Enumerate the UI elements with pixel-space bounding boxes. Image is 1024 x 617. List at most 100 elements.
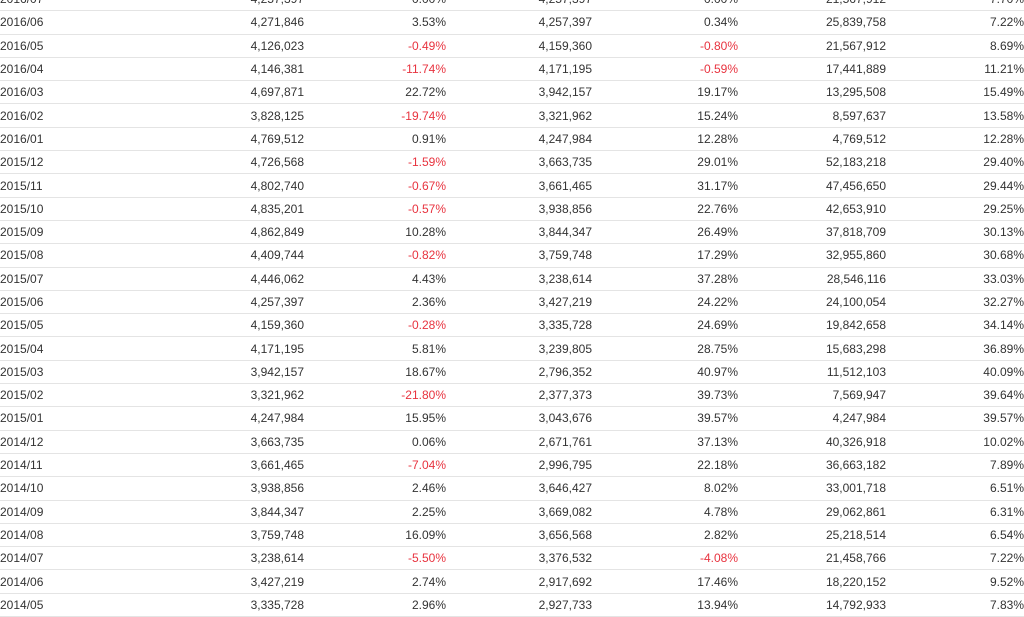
value-cell: 4,146,381 [176, 57, 304, 82]
table-row: 2015/07 4,446,062 4.43% 3,238,614 37.28% 28,5… [0, 267, 1024, 291]
table-row: 2014/08 3,759,748 16.09% 3,656,568 2.82% 25,2… [0, 523, 1024, 548]
compare-change-cell: 37.28% [592, 267, 738, 291]
month-cell: 2016/06 [0, 10, 176, 35]
table-row: 2016/03 4,697,871 22.72% 3,942,157 19.17% 13,… [0, 80, 1024, 105]
cumulative-cell: 8,597,637 [738, 103, 886, 128]
table-row: 2015/12 4,726,568 -1.59% 3,663,735 29.01% 52,… [0, 150, 1024, 175]
table-row: 2015/04 4,171,195 5.81% 3,239,805 28.75% 15,6… [0, 336, 1024, 361]
compare-change-cell: 15.24% [592, 103, 738, 128]
table-row: 2015/03 3,942,157 18.67% 2,796,352 40.97% 11,… [0, 360, 1024, 385]
compare-value-cell: 3,759,748 [446, 243, 592, 268]
compare-value-cell: 3,942,157 [446, 80, 592, 105]
month-cell: 2015/03 [0, 360, 176, 385]
compare-change-cell: 4.78% [592, 500, 738, 524]
month-cell: 2015/04 [0, 336, 176, 361]
cumulative-cell: 13,295,508 [738, 80, 886, 105]
table-row: 2014/07 3,238,614 -5.50% 3,376,532 -4.08% 21,… [0, 546, 1024, 571]
cumulative-cell: 15,683,298 [738, 336, 886, 361]
table-row: 2016/06 4,271,846 3.53% 4,257,397 0.34% 25,83… [0, 10, 1024, 35]
cumulative-cell: 4,769,512 [738, 127, 886, 152]
compare-value-cell: 3,656,568 [446, 523, 592, 548]
compare-value-cell: 3,938,856 [446, 197, 592, 221]
month-cell: 2015/11 [0, 173, 176, 198]
change-cell: 0.06% [304, 430, 446, 454]
cumulative-cell: 4,247,984 [738, 406, 886, 431]
cumulative-cell: 14,792,933 [738, 593, 886, 617]
change-cell: -0.82% [304, 243, 446, 268]
compare-value-cell: 2,377,373 [446, 383, 592, 408]
change-cell: 2.25% [304, 500, 446, 524]
value-cell: 3,427,219 [176, 569, 304, 594]
value-cell: 3,335,728 [176, 593, 304, 617]
change-cell: -21.80% [304, 383, 446, 408]
value-cell: 3,942,157 [176, 360, 304, 385]
month-cell: 2016/03 [0, 80, 176, 105]
cumulative-change-cell: 6.51% [886, 476, 1024, 501]
cumulative-cell: 47,456,650 [738, 173, 886, 198]
cumulative-change-cell: 33.03% [886, 267, 1024, 291]
table-row: 2015/01 4,247,984 15.95% 3,043,676 39.57% 4,2… [0, 406, 1024, 431]
value-cell: 4,126,023 [176, 34, 304, 58]
month-cell: 2016/01 [0, 127, 176, 152]
cumulative-cell: 28,546,116 [738, 267, 886, 291]
change-cell: 2.96% [304, 593, 446, 617]
value-cell: 4,257,397 [176, 0, 304, 12]
compare-change-cell: 22.76% [592, 197, 738, 221]
cumulative-change-cell: 30.68% [886, 243, 1024, 268]
change-cell: -7.04% [304, 453, 446, 478]
table-row: 2014/11 3,661,465 -7.04% 2,996,795 22.18% 36,… [0, 453, 1024, 478]
cumulative-change-cell: 36.89% [886, 336, 1024, 361]
change-cell: 3.53% [304, 10, 446, 35]
compare-change-cell: -0.59% [592, 57, 738, 82]
compare-change-cell: 40.97% [592, 360, 738, 385]
cumulative-change-cell: 29.44% [886, 173, 1024, 198]
compare-change-cell: 12.28% [592, 127, 738, 152]
value-cell: 3,661,465 [176, 453, 304, 478]
cumulative-change-cell: 13.58% [886, 103, 1024, 128]
compare-value-cell: 3,043,676 [446, 406, 592, 431]
value-cell: 4,697,871 [176, 80, 304, 105]
compare-change-cell: 37.13% [592, 430, 738, 454]
value-cell: 4,726,568 [176, 150, 304, 175]
value-cell: 4,802,740 [176, 173, 304, 198]
compare-value-cell: 3,669,082 [446, 500, 592, 524]
change-cell: 15.95% [304, 406, 446, 431]
table-row: 2014/05 3,335,728 2.96% 2,927,733 13.94% 14,7… [0, 593, 1024, 617]
table-row: 2016/05 4,126,023 -0.49% 4,159,360 -0.80% 21,… [0, 34, 1024, 58]
table-row: 2015/10 4,835,201 -0.57% 3,938,856 22.76% 42,… [0, 197, 1024, 221]
compare-value-cell: 4,257,397 [446, 0, 592, 12]
value-cell: 4,271,846 [176, 10, 304, 35]
cumulative-change-cell: 7.89% [886, 453, 1024, 478]
cumulative-change-cell: 29.25% [886, 197, 1024, 221]
cumulative-change-cell: 32.27% [886, 290, 1024, 315]
compare-value-cell: 4,257,397 [446, 10, 592, 35]
value-cell: 4,171,195 [176, 336, 304, 361]
compare-value-cell: 2,996,795 [446, 453, 592, 478]
month-cell: 2015/06 [0, 290, 176, 315]
cumulative-cell: 21,567,912 [738, 34, 886, 58]
table-row: 2014/12 3,663,735 0.06% 2,671,761 37.13% 40,3… [0, 430, 1024, 454]
compare-change-cell: 29.01% [592, 150, 738, 175]
cumulative-change-cell: 9.52% [886, 569, 1024, 594]
compare-change-cell: -0.80% [592, 34, 738, 58]
cumulative-cell: 24,100,054 [738, 290, 886, 315]
compare-value-cell: 2,671,761 [446, 430, 592, 454]
compare-value-cell: 3,238,614 [446, 267, 592, 291]
compare-change-cell: -4.08% [592, 546, 738, 571]
compare-change-cell: 0.00% [592, 0, 738, 12]
cumulative-change-cell: 7.22% [886, 546, 1024, 571]
compare-change-cell: 26.49% [592, 220, 738, 245]
change-cell: -0.49% [304, 34, 446, 58]
cumulative-change-cell: 40.09% [886, 360, 1024, 385]
compare-value-cell: 3,844,347 [446, 220, 592, 245]
compare-change-cell: 28.75% [592, 336, 738, 361]
compare-change-cell: 22.18% [592, 453, 738, 478]
cumulative-cell: 25,839,758 [738, 10, 886, 35]
compare-change-cell: 24.69% [592, 313, 738, 338]
table-row: 2015/11 4,802,740 -0.67% 3,661,465 31.17% 47,… [0, 173, 1024, 198]
compare-value-cell: 3,321,962 [446, 103, 592, 128]
cumulative-cell: 21,567,912 [738, 0, 886, 12]
month-cell: 2014/08 [0, 523, 176, 548]
cumulative-change-cell: 34.14% [886, 313, 1024, 338]
cumulative-cell: 32,955,860 [738, 243, 886, 268]
